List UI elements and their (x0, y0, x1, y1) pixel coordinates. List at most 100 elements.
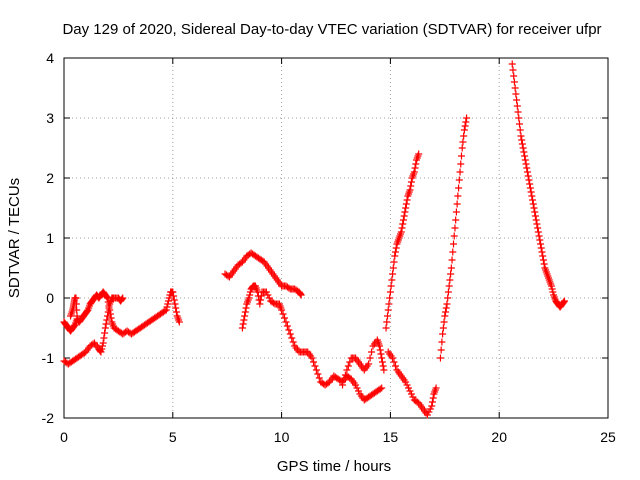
data-point (97, 348, 105, 356)
data-point (521, 156, 529, 164)
data-point (439, 324, 447, 332)
data-point (391, 248, 399, 256)
data-point (172, 308, 180, 316)
data-point (518, 136, 526, 144)
data-point (402, 378, 410, 386)
data-point (343, 366, 351, 374)
data-point (72, 294, 80, 302)
series-segment-2-lower (238, 282, 386, 404)
data-point (539, 256, 547, 264)
data-point (391, 252, 399, 260)
data-point (442, 308, 450, 316)
data-point (428, 398, 436, 406)
data-point (162, 306, 170, 314)
data-point (376, 346, 384, 354)
data-point (99, 339, 107, 347)
data-point (535, 232, 543, 240)
data-point (98, 342, 106, 350)
data-point (246, 291, 254, 299)
data-point (534, 228, 542, 236)
data-point (529, 196, 537, 204)
data-point (524, 172, 532, 180)
data-point (537, 244, 545, 252)
data-point (397, 228, 405, 236)
data-point (389, 270, 397, 278)
data-point (297, 291, 305, 299)
data-point (436, 354, 444, 362)
data-point (279, 310, 287, 318)
data-point (410, 168, 418, 176)
data-point (526, 184, 534, 192)
data-point (170, 296, 178, 304)
series-segment-3-rise (382, 150, 423, 332)
x-tick-label: 20 (491, 429, 507, 445)
data-point (386, 294, 394, 302)
data-point (242, 304, 250, 312)
data-point (339, 381, 347, 389)
data-point (73, 312, 81, 320)
data-point (515, 114, 523, 122)
data-point (510, 78, 518, 86)
x-tick-label: 10 (274, 429, 290, 445)
data-point (106, 306, 114, 314)
data-point (289, 338, 297, 346)
data-point (423, 411, 431, 419)
data-point (516, 120, 524, 128)
x-tick-label: 0 (60, 429, 68, 445)
data-point (315, 374, 323, 382)
data-point (455, 176, 463, 184)
x-tick-label: 25 (600, 429, 616, 445)
data-point (452, 216, 460, 224)
data-point (525, 176, 533, 184)
data-point (382, 324, 390, 332)
data-point (406, 387, 414, 395)
data-point (528, 192, 536, 200)
data-point (175, 318, 183, 326)
data-point (517, 132, 525, 140)
data-point (539, 252, 547, 260)
data-point (444, 294, 452, 302)
data-point (527, 188, 535, 196)
x-axis-label: GPS time / hours (277, 458, 391, 475)
data-point (521, 152, 529, 160)
data-point (407, 182, 415, 190)
data-point (462, 118, 470, 126)
data-point (402, 204, 410, 212)
data-point (264, 291, 272, 299)
data-point (516, 126, 524, 134)
data-point (119, 294, 127, 302)
data-point (454, 192, 462, 200)
data-point (451, 224, 459, 232)
data-point (447, 264, 455, 272)
data-point (341, 371, 349, 379)
axis-ticks: 0 5 10 15 20 25 -2 -1 0 1 2 3 4 (42, 50, 616, 445)
data-point (384, 306, 392, 314)
data-point (246, 288, 254, 296)
data-point (265, 294, 273, 302)
data-point (509, 66, 517, 74)
data-point (438, 338, 446, 346)
data-point (444, 288, 452, 296)
data-point (463, 114, 471, 122)
data-point (285, 326, 293, 334)
data-point (520, 148, 528, 156)
data-point (390, 258, 398, 266)
data-point (508, 60, 516, 68)
data-point (522, 160, 530, 168)
data-point (340, 376, 348, 384)
data-point (401, 208, 409, 216)
data-point (388, 276, 396, 284)
data-point (344, 362, 352, 370)
data-point (548, 285, 556, 293)
y-tick-label: 0 (46, 290, 54, 306)
data-point (439, 330, 447, 338)
x-tick-label: 5 (169, 429, 177, 445)
data-point (308, 354, 316, 362)
data-point (310, 358, 318, 366)
data-point (523, 164, 531, 172)
data-point (354, 387, 362, 395)
data-point (98, 345, 106, 353)
series-segment-1-upper (60, 288, 183, 338)
data-point (445, 282, 453, 290)
